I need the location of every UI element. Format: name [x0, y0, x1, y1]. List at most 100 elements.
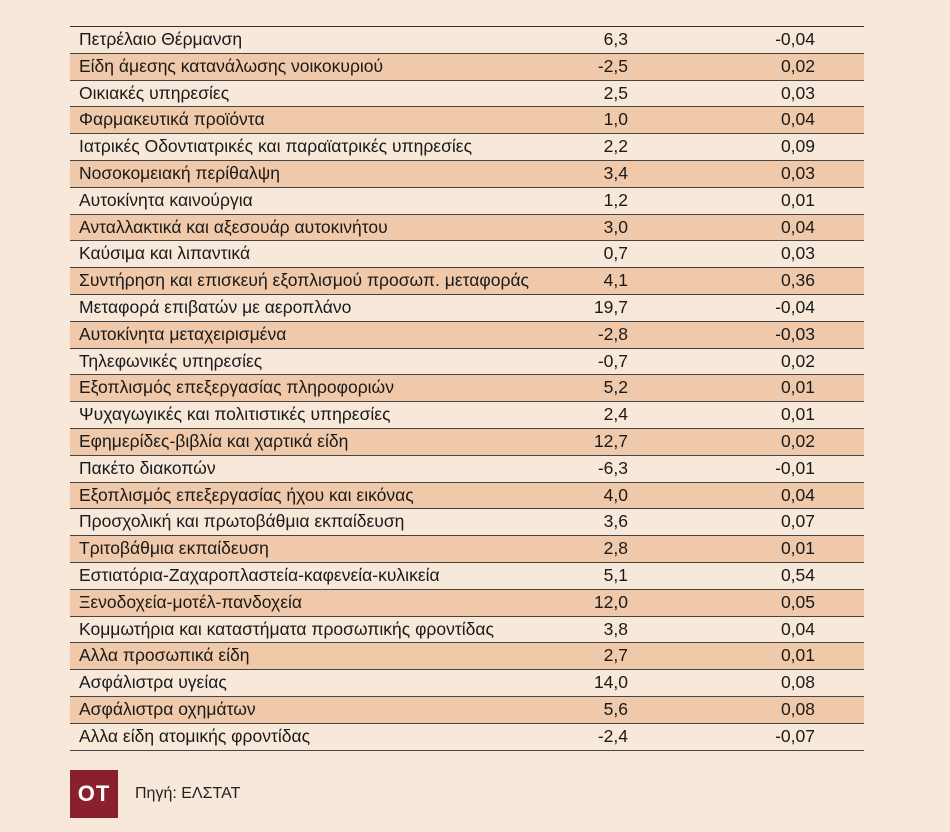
- value-change: -6,3: [597, 457, 628, 478]
- value-change: -0,7: [597, 350, 628, 371]
- table-row: Ψυχαγωγικές και πολιτιστικές υπηρεσίες 2,…: [70, 402, 864, 429]
- value-contribution: 0,04: [780, 484, 815, 505]
- table-row: Αλλα προσωπικά είδη 2,7 0,01: [70, 643, 864, 671]
- value-change: -2,8: [597, 323, 628, 344]
- value-contribution: 0,01: [780, 538, 815, 559]
- value-change: 3,4: [603, 162, 628, 183]
- value-contribution: -0,01: [775, 457, 815, 478]
- value-change: 14,0: [593, 672, 628, 693]
- value-contribution: 0,09: [780, 136, 815, 157]
- row-label: Ξενοδοχεία-μοτέλ-πανδοχεία: [79, 591, 303, 612]
- row-label: Εφημερίδες-βιβλία και χαρτικά είδη: [79, 430, 349, 451]
- value-change: 12,0: [593, 591, 628, 612]
- table-row: Καύσιμα και λιπαντικά 0,7 0,03: [70, 241, 864, 269]
- value-contribution: -0,03: [775, 323, 815, 344]
- table-row: Συντήρηση και επισκευή εξοπλισμού προσωπ…: [70, 268, 864, 295]
- value-contribution: 0,01: [780, 377, 815, 398]
- row-label: Ασφάλιστρα υγείας: [79, 672, 227, 693]
- value-change: 1,2: [603, 189, 628, 210]
- value-change: 5,1: [603, 564, 628, 585]
- row-label: Εξοπλισμός επεξεργασίας ήχου και εικόνας: [79, 484, 414, 505]
- row-label: Εστιατόρια-Ζαχαροπλαστεία-καφενεία-κυλικ…: [79, 564, 440, 585]
- row-label: Καύσιμα και λιπαντικά: [79, 243, 251, 264]
- row-label: Είδη άμεσης κατανάλωσης νοικοκυριού: [79, 55, 384, 76]
- table-row: Αυτοκίνητα μεταχειρισμένα -2,8 -0,03: [70, 321, 864, 349]
- row-label: Ιατρικές Οδοντιατρικές και παραϊατρικές …: [79, 136, 473, 157]
- row-label: Νοσοκομειακή περίθαλψη: [79, 162, 280, 183]
- table-row: Φαρμακευτικά προϊόντα 1,0 0,04: [70, 107, 864, 135]
- data-table: Πετρέλαιο Θέρμανση 6,3 -0,04 Είδη άμεσης κα…: [70, 26, 864, 751]
- row-label: Αυτοκίνητα καινούργια: [79, 189, 253, 210]
- source-label: Πηγή: ΕΛΣΤΑΤ: [135, 785, 241, 802]
- row-label: Ψυχαγωγικές και πολιτιστικές υπηρεσίες: [79, 404, 391, 425]
- table-row: Προσχολική και πρωτοβάθμια εκπαίδευση 3,6…: [70, 509, 864, 537]
- value-change: 1,0: [603, 109, 628, 130]
- table-row: Κομμωτήρια και καταστήματα προσωπικής φρ…: [70, 617, 864, 644]
- value-change: 3,0: [603, 216, 628, 237]
- row-label: Αλλα προσωπικά είδη: [79, 645, 250, 666]
- table-row: Νοσοκομειακή περίθαλψη 3,4 0,03: [70, 160, 864, 188]
- table-row: Οικιακές υπηρεσίες 2,5 0,03: [70, 81, 864, 108]
- table-row: Τηλεφωνικές υπηρεσίες -0,7 0,02: [70, 349, 864, 376]
- row-label: Ανταλλακτικά και αξεσουάρ αυτοκινήτου: [79, 216, 388, 237]
- row-label: Τηλεφωνικές υπηρεσίες: [79, 350, 263, 371]
- row-label: Μεταφορά επιβατών με αεροπλάνο: [79, 296, 352, 317]
- table-row: Τριτοβάθμια εκπαίδευση 2,8 0,01: [70, 536, 864, 563]
- value-contribution: 0,04: [780, 618, 815, 639]
- table-row: Πακέτο διακοπών -6,3 -0,01: [70, 456, 864, 483]
- table-row: Πετρέλαιο Θέρμανση 6,3 -0,04: [70, 27, 864, 54]
- row-label: Προσχολική και πρωτοβάθμια εκπαίδευση: [79, 511, 405, 532]
- table-row: Μεταφορά επιβατών με αεροπλάνο 19,7 -0,04: [70, 295, 864, 322]
- row-label: Αυτοκίνητα μεταχειρισμένα: [79, 323, 287, 344]
- table-row: Αλλα είδη ατομικής φροντίδας -2,4 -0,07: [70, 724, 864, 751]
- table-row: Ασφάλιστρα υγείας 14,0 0,08: [70, 670, 864, 697]
- value-contribution: 0,54: [780, 564, 815, 585]
- value-contribution: 0,08: [780, 698, 815, 719]
- value-contribution: 0,01: [780, 189, 815, 210]
- table-row: Είδη άμεσης κατανάλωσης νοικοκυριού -2,5 0…: [70, 53, 864, 81]
- value-change: -2,5: [597, 55, 628, 76]
- value-contribution: 0,08: [780, 672, 815, 693]
- table-row: Αυτοκίνητα καινούργια 1,2 0,01: [70, 188, 864, 215]
- table-row: Ανταλλακτικά και αξεσουάρ αυτοκινήτου 3,0…: [70, 214, 864, 242]
- value-contribution: -0,04: [775, 29, 815, 49]
- row-label: Φαρμακευτικά προϊόντα: [79, 109, 265, 130]
- row-label: Ασφάλιστρα οχημάτων: [79, 698, 256, 719]
- value-contribution: 0,03: [780, 162, 815, 183]
- value-change: 12,7: [593, 430, 628, 451]
- row-label: Πετρέλαιο Θέρμανση: [79, 29, 243, 49]
- row-label: Εξοπλισμός επεξεργασίας πληροφοριών: [79, 377, 394, 398]
- ot-logo: OT: [70, 770, 118, 818]
- value-contribution: -0,07: [775, 725, 815, 746]
- value-change: -2,4: [597, 725, 628, 746]
- value-change: 19,7: [593, 296, 628, 317]
- value-change: 3,6: [603, 511, 628, 532]
- value-change: 2,2: [603, 136, 628, 157]
- table-row: Εξοπλισμός επεξεργασίας πληροφοριών 5,2 0,…: [70, 375, 864, 403]
- table-row: Ξενοδοχεία-μοτέλ-πανδοχεία 12,0 0,05: [70, 589, 864, 617]
- row-label: Συντήρηση και επισκευή εξοπλισμού προσωπ…: [79, 270, 529, 291]
- value-change: 4,1: [603, 270, 628, 291]
- value-contribution: 0,01: [780, 645, 815, 666]
- table-row: Ασφάλιστρα οχημάτων 5,6 0,08: [70, 696, 864, 724]
- value-change: 5,6: [603, 698, 628, 719]
- value-contribution: 0,04: [780, 216, 815, 237]
- table-row: Ιατρικές Οδοντιατρικές και παραϊατρικές …: [70, 134, 864, 161]
- row-label: Αλλα είδη ατομικής φροντίδας: [79, 725, 311, 746]
- value-change: 6,3: [603, 29, 628, 49]
- row-label: Πακέτο διακοπών: [79, 457, 216, 478]
- table-row: Εφημερίδες-βιβλία και χαρτικά είδη 12,7 0,…: [70, 428, 864, 456]
- value-change: 2,7: [603, 645, 628, 666]
- value-contribution: 0,03: [780, 82, 815, 103]
- value-change: 2,5: [603, 82, 628, 103]
- row-label: Οικιακές υπηρεσίες: [79, 82, 230, 103]
- table-row: Εστιατόρια-Ζαχαροπλαστεία-καφενεία-κυλικ…: [70, 563, 864, 590]
- value-change: 5,2: [603, 377, 628, 398]
- value-contribution: 0,02: [780, 55, 815, 76]
- value-contribution: 0,04: [780, 109, 815, 130]
- value-contribution: 0,02: [780, 350, 815, 371]
- value-contribution: 0,03: [780, 243, 815, 264]
- value-change: 2,4: [603, 404, 628, 425]
- value-change: 2,8: [603, 538, 628, 559]
- value-contribution: -0,04: [775, 296, 815, 317]
